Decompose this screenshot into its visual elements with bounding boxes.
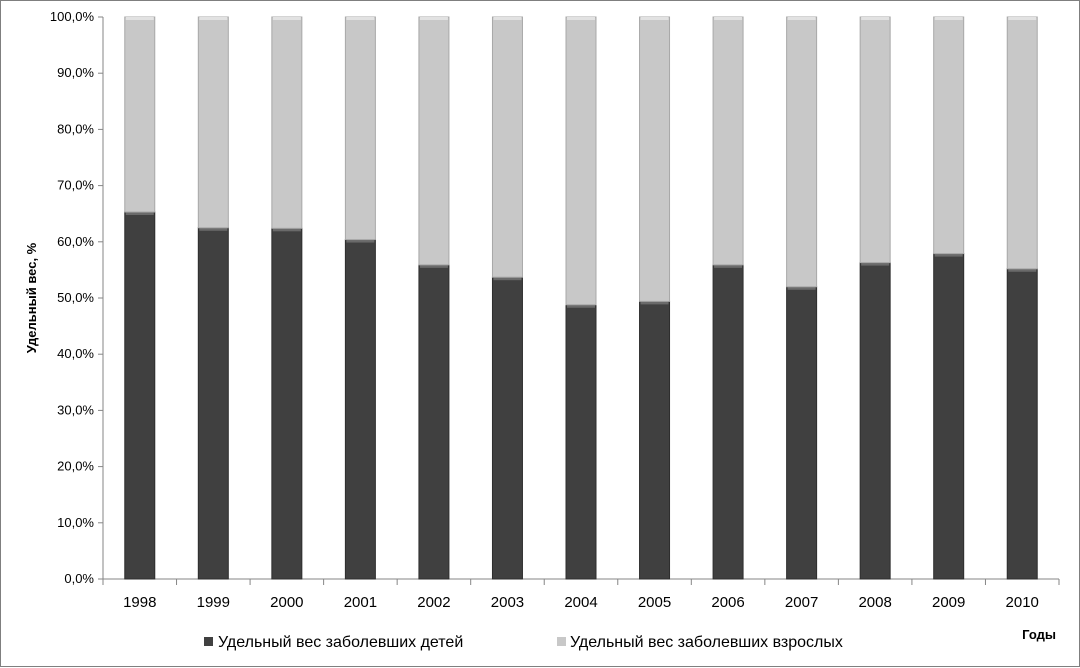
bar-children-2007 — [786, 286, 818, 580]
bar-children-2005 — [639, 300, 671, 580]
x-tick-label: 2000 — [270, 594, 303, 611]
bar-adults-2001 — [344, 16, 376, 241]
x-tick-label: 2009 — [932, 594, 965, 611]
bar-adults-2008 — [859, 16, 891, 264]
bars-group — [124, 16, 1038, 580]
y-tick-label: 70,0% — [57, 178, 94, 193]
bar-children-2003 — [491, 276, 523, 580]
bar-bevel — [272, 17, 301, 20]
bar-bevel — [493, 277, 522, 281]
bar-bevel — [640, 17, 669, 20]
legend-label-adults: Удельный вес заболевших взрослых — [570, 634, 843, 651]
bar-children-2001 — [344, 239, 376, 580]
y-tick-label: 0,0% — [64, 571, 94, 586]
x-tick-label: 1998 — [123, 594, 156, 611]
bar-children-1998 — [124, 211, 156, 580]
bar-children-1999 — [197, 227, 229, 580]
bar-adults-2003 — [491, 16, 523, 278]
legend-swatch-adults — [557, 637, 566, 646]
y-tick-label: 20,0% — [57, 459, 94, 474]
x-tick-label: 2010 — [1006, 594, 1039, 611]
y-tick-label: 10,0% — [57, 515, 94, 530]
bar-adults-1998 — [124, 16, 156, 213]
x-tick-label: 2007 — [785, 594, 818, 611]
x-tick-label: 2003 — [491, 594, 524, 611]
bar-bevel — [493, 17, 522, 20]
bar-bevel — [567, 304, 595, 308]
x-axis-title: Годы — [1022, 627, 1056, 642]
bar-bevel — [787, 286, 816, 290]
bar-children-2006 — [712, 264, 744, 580]
x-tick-label: 2002 — [417, 594, 450, 611]
legend: Удельный вес заболевших детей Удельный в… — [204, 634, 843, 651]
bar-adults-2006 — [712, 16, 744, 266]
x-tick-labels: 1998 1999 2000 2001 2002 2003 2004 2005 2006 2007… — [123, 594, 1039, 611]
bar-children-2002 — [418, 264, 450, 580]
x-tick-label: 1999 — [197, 594, 230, 611]
bar-adults-2010 — [1006, 16, 1038, 270]
bar-bevel — [934, 17, 963, 20]
bar-bevel — [640, 301, 669, 305]
y-tick-label: 30,0% — [57, 402, 94, 417]
bar-bevel — [861, 17, 890, 20]
bar-bevel — [272, 228, 301, 232]
y-tick-label: 40,0% — [57, 346, 94, 361]
y-tick-label: 50,0% — [57, 290, 94, 305]
bar-adults-1999 — [197, 16, 229, 229]
bar-children-2009 — [933, 253, 965, 580]
bar-bevel — [934, 253, 963, 257]
bar-children-2004 — [565, 304, 597, 580]
bar-bevel — [861, 262, 890, 266]
bar-children-2010 — [1006, 268, 1038, 580]
y-tick-labels: 0,0% 10,0% 20,0% 30,0% 40,0% 50,0% 60,0% 70,0% 8… — [50, 9, 95, 586]
bar-children-2008 — [859, 262, 891, 580]
bar-bevel — [346, 239, 375, 243]
y-axis-title: Удельный вес, % — [24, 242, 39, 353]
bar-adults-2005 — [639, 16, 671, 302]
x-tick-label: 2005 — [638, 594, 671, 611]
bar-children-2000 — [271, 227, 303, 580]
x-tick-label: 2008 — [858, 594, 891, 611]
y-tick-label: 90,0% — [57, 65, 94, 80]
bar-bevel — [567, 17, 595, 20]
legend-label-children: Удельный вес заболевших детей — [218, 634, 463, 651]
y-tick-label: 100,0% — [50, 9, 95, 24]
bar-bevel — [714, 17, 743, 20]
x-tick-label: 2004 — [564, 594, 597, 611]
bar-adults-2009 — [933, 16, 965, 255]
bar-bevel — [199, 17, 228, 20]
x-tick-label: 2006 — [711, 594, 744, 611]
bar-adults-2004 — [565, 16, 597, 306]
y-tick-label: 80,0% — [57, 121, 94, 136]
bar-adults-2007 — [786, 16, 818, 288]
y-tick-label: 60,0% — [57, 234, 94, 249]
bar-bevel — [419, 17, 448, 20]
x-tick-label: 2001 — [344, 594, 377, 611]
bar-adults-2002 — [418, 16, 450, 266]
bar-bevel — [419, 264, 448, 268]
bar-bevel — [346, 17, 375, 20]
bar-bevel — [1008, 17, 1037, 20]
bar-bevel — [125, 212, 154, 216]
bar-bevel — [199, 227, 228, 231]
bar-bevel — [714, 264, 743, 268]
bar-adults-2000 — [271, 16, 303, 229]
bar-bevel — [1008, 268, 1037, 272]
bar-bevel — [787, 17, 816, 20]
legend-swatch-children — [204, 637, 213, 646]
bar-bevel — [125, 17, 154, 20]
